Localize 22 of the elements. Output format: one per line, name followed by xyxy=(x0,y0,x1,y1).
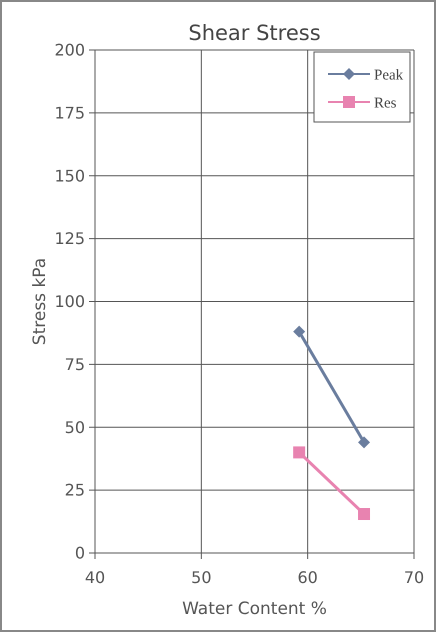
point xyxy=(358,508,370,520)
y-tick-label: 25 xyxy=(64,480,85,500)
x-tick-label: 70 xyxy=(404,568,424,587)
y-tick-label: 75 xyxy=(64,354,85,374)
point xyxy=(358,436,370,448)
y-tick-label: 0 xyxy=(74,544,85,563)
y-axis-title: Stress kPa xyxy=(30,258,50,346)
x-tick-label: 60 xyxy=(297,568,318,587)
y-tick-label: 175 xyxy=(54,103,85,122)
y-tick-label: 50 xyxy=(64,418,85,437)
legend-label: Peak xyxy=(374,67,404,84)
chart-title: Shear Stress xyxy=(188,21,321,45)
x-tick-label: 50 xyxy=(191,568,212,587)
x-tick-label: 40 xyxy=(84,568,106,587)
point xyxy=(293,446,306,458)
y-tick-label: 200 xyxy=(54,40,85,60)
legend-label: Res xyxy=(374,95,397,112)
point xyxy=(293,326,306,338)
y-tick-label: 125 xyxy=(54,229,85,248)
x-axis-title: Water Content % xyxy=(182,599,327,619)
y-tick-label: 100 xyxy=(54,292,85,312)
y-tick-label: 150 xyxy=(54,166,85,186)
